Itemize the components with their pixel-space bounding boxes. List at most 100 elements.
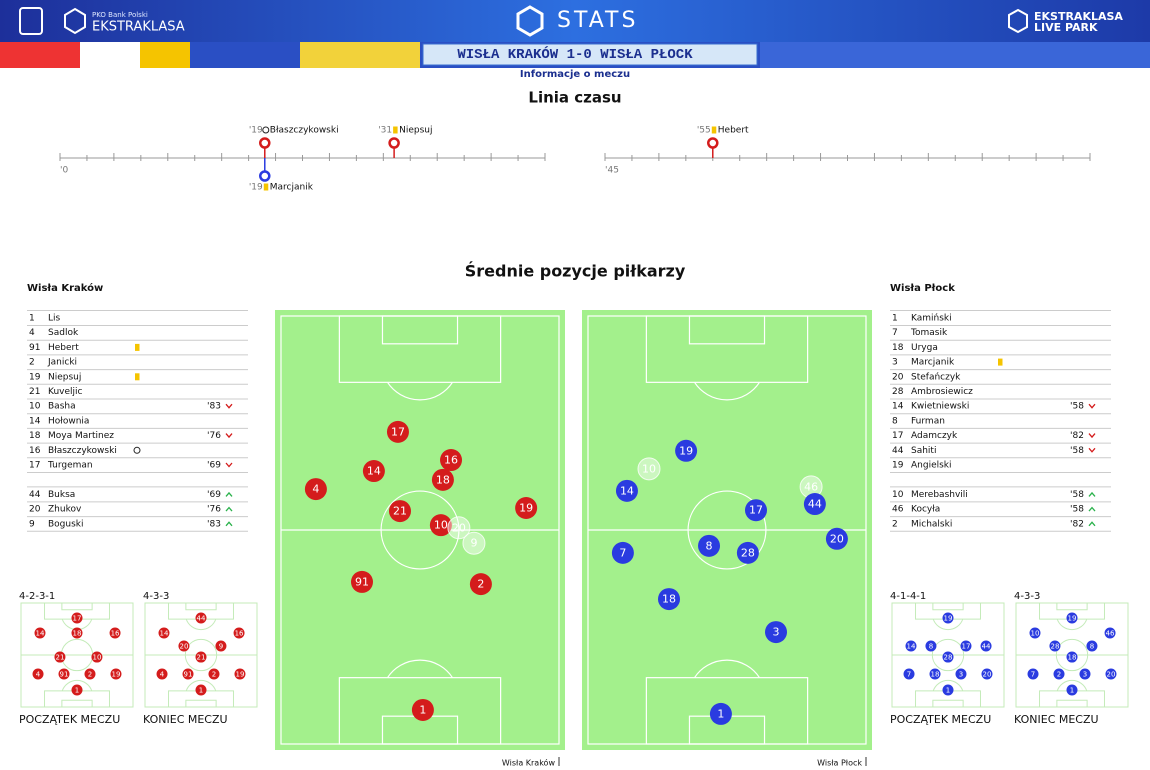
player-number: 91 (184, 671, 193, 679)
player-marker (156, 668, 168, 680)
sub-minute: '82 (1070, 519, 1084, 529)
shirt-number: 10 (892, 490, 904, 500)
sub-arrow (225, 491, 233, 497)
event-player: Hebert (718, 126, 749, 136)
banner-deco (300, 42, 420, 68)
player-number: 44 (197, 614, 206, 622)
player-marker (942, 684, 954, 696)
player-number: 20 (1107, 671, 1116, 679)
shirt-number: 20 (29, 505, 41, 515)
logo (19, 7, 43, 35)
player-number: 21 (393, 505, 407, 518)
player-marker (942, 612, 954, 624)
title-box (422, 43, 758, 66)
pitch-line (61, 679, 93, 692)
player-marker (91, 651, 103, 663)
sub-arrow (1088, 433, 1096, 439)
player-marker (1053, 668, 1065, 680)
player-number: 18 (931, 671, 940, 679)
shirt-number: 17 (892, 431, 903, 441)
player-number: 1 (419, 703, 426, 716)
player-marker (233, 627, 245, 639)
player-number: 14 (907, 643, 916, 651)
shirt-number: 20 (892, 372, 904, 382)
player-name: Błaszczykowski (48, 446, 117, 456)
player-marker (58, 668, 70, 680)
player-name: Basha (48, 402, 76, 412)
player-number: 2 (88, 671, 92, 679)
player-number: 20 (830, 532, 844, 545)
formation-caption: POCZĄTEK MECZU (19, 713, 120, 726)
shirt-number: 17 (29, 461, 40, 471)
player-marker (942, 651, 954, 663)
header-bar (0, 0, 1150, 42)
team-name: Wisła Kraków (27, 282, 103, 294)
shirt-number: 1 (892, 314, 898, 324)
player-number: 20 (983, 671, 992, 679)
player-marker (765, 621, 788, 644)
player-name: Zhukov (48, 505, 82, 515)
shirt-number: 44 (29, 490, 41, 500)
pitch-team-label: Wisła Kraków (502, 758, 556, 768)
player-marker (1079, 668, 1091, 680)
player-number: 1 (946, 686, 950, 694)
player-marker (698, 534, 721, 557)
player-number: 18 (1068, 654, 1077, 662)
shirt-number: 4 (29, 328, 35, 338)
sub-arrow (225, 506, 233, 512)
player-name: Michalski (911, 519, 952, 529)
player-number: 9 (219, 643, 223, 651)
shirt-number: 44 (892, 446, 904, 456)
shirt-number: 7 (892, 328, 898, 338)
event-minute: '55 (697, 126, 711, 136)
player-marker (637, 457, 661, 481)
yellow-card (263, 183, 269, 191)
player-number: 91 (60, 671, 69, 679)
formation-label: 4-3-3 (1014, 591, 1040, 602)
player-marker (615, 479, 638, 502)
shirt-number: 14 (29, 416, 41, 426)
player-name: Boguski (48, 519, 84, 529)
sub-minute: '69 (207, 490, 221, 500)
pitch-line (185, 679, 217, 692)
player-marker (515, 497, 538, 519)
shirt-number: 18 (892, 343, 904, 353)
player-marker (411, 698, 434, 721)
timeline-start: '0 (60, 166, 68, 176)
player-number: 19 (112, 671, 121, 679)
player-marker (955, 668, 967, 680)
pitch-line (1056, 679, 1088, 692)
player-number: 46 (804, 480, 818, 493)
livepark-top: EKSTRAKLASA (1034, 10, 1123, 23)
player-number: 10 (1031, 629, 1040, 637)
shirt-number: 18 (29, 431, 41, 441)
shirt-number: 2 (892, 519, 898, 529)
player-marker (925, 640, 937, 652)
yellow-card (135, 343, 140, 351)
formation-caption: KONIEC MECZU (143, 713, 228, 726)
player-marker (1066, 612, 1078, 624)
player-number: 14 (36, 629, 45, 637)
player-marker (388, 500, 411, 523)
player-number: 28 (741, 546, 755, 559)
pitch-line (687, 490, 767, 570)
player-name: Sadlok (48, 328, 79, 338)
player-number: 28 (1050, 643, 1059, 651)
pitch-line (1056, 699, 1088, 708)
player-number: 4 (160, 671, 165, 679)
player-marker (178, 640, 190, 652)
player-marker (304, 478, 327, 501)
player-marker (71, 612, 83, 624)
sub-minute: '83 (207, 402, 221, 412)
player-marker (469, 573, 492, 596)
player-marker (429, 514, 452, 537)
event-minute: '31 (378, 126, 392, 136)
player-name: Marcjanik (911, 358, 955, 368)
player-marker (195, 612, 207, 624)
player-number: 20 (452, 521, 466, 534)
player-number: 9 (470, 537, 477, 550)
shirt-number: 19 (29, 372, 41, 382)
player-marker (215, 640, 227, 652)
formation-caption: POCZĄTEK MECZU (890, 713, 991, 726)
player-number: 1 (717, 707, 724, 720)
